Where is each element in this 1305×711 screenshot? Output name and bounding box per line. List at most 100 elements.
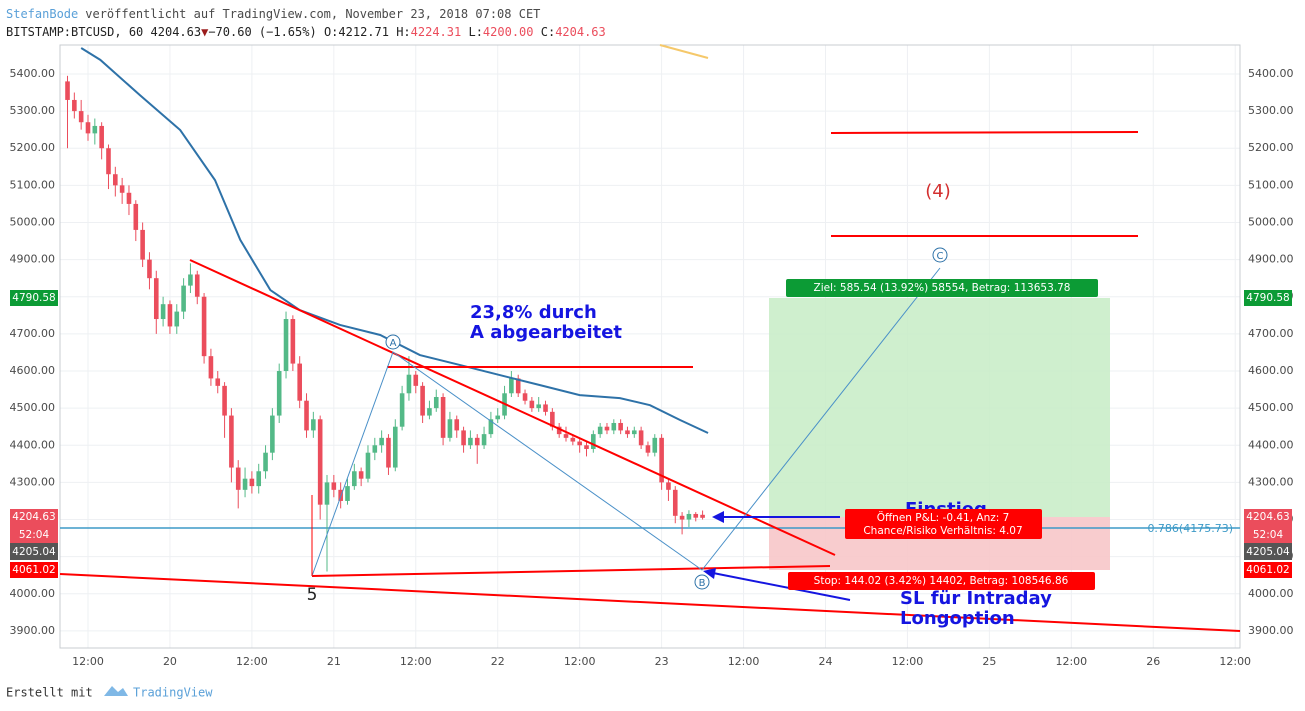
candle-body — [543, 404, 548, 412]
footer-made: Erstellt mit — [6, 686, 93, 700]
marker-box — [1244, 543, 1292, 560]
candle-body — [420, 385, 425, 416]
candle-body — [352, 471, 357, 487]
candle-body — [481, 434, 487, 446]
x-tick-label: 21 — [327, 655, 341, 668]
candle-body — [297, 363, 302, 401]
y-tick-label: 5300.00 — [1248, 104, 1294, 117]
candle-body — [577, 441, 582, 446]
candle-body — [611, 422, 617, 431]
trendlines — [59, 131, 1241, 632]
h: 4224.31 — [411, 25, 462, 39]
y-tick-label: 5100.00 — [1248, 178, 1294, 191]
y-tick-label: 5400.00 — [10, 67, 56, 80]
candle-body — [290, 319, 296, 364]
x-tick-label: 12:00 — [1055, 655, 1087, 668]
y-tick-label: 4400.00 — [1248, 438, 1294, 451]
logo — [104, 686, 128, 696]
candle-body — [522, 393, 528, 401]
candle-body — [365, 452, 371, 479]
h-label: H: — [396, 25, 410, 39]
note: SL für Intraday — [900, 588, 1052, 609]
candle-body — [536, 404, 541, 409]
marker-box — [1244, 526, 1292, 543]
y-tick-label: 3900.00 — [1248, 624, 1294, 637]
l-label: L: — [468, 25, 482, 39]
candle-body — [229, 415, 234, 468]
target-zone — [769, 298, 1110, 517]
candle-body — [249, 478, 255, 487]
marker-box — [1244, 290, 1292, 306]
candle-body — [652, 437, 658, 453]
published: veröffentlicht auf TradingView.com, Nove… — [85, 7, 540, 21]
candle-body — [672, 489, 678, 516]
candle-body — [625, 430, 630, 435]
candle-body — [153, 278, 159, 320]
candle-body — [174, 311, 180, 327]
x-tick-label: 12:00 — [72, 655, 104, 668]
header-line: StefanBode veröffentlicht auf TradingView… — [6, 7, 540, 21]
y-tick-label: 4400.00 — [10, 438, 56, 451]
axes: 3900.003900.004000.004000.004100.004100.… — [10, 67, 1294, 668]
y-tick-label: 4500.00 — [10, 401, 56, 414]
x-tick-label: 20 — [163, 655, 177, 668]
candle-body — [276, 371, 282, 416]
change: −70.60 (−1.65%) — [208, 25, 316, 39]
y-tick-label: 4900.00 — [1248, 253, 1294, 266]
x-tick-label: 24 — [818, 655, 832, 668]
y-tick-label: 4600.00 — [10, 364, 56, 377]
candle-body — [188, 274, 193, 286]
candle-body — [406, 374, 412, 394]
candle-body — [645, 445, 651, 453]
wave-marker — [694, 574, 710, 590]
candle-body — [468, 437, 473, 446]
x-tick-label: 12:00 — [400, 655, 432, 668]
arrow: ▼ — [201, 25, 209, 39]
ma-line-2 — [659, 44, 709, 59]
candle-body — [454, 419, 460, 431]
y-tick-label: 4700.00 — [10, 327, 56, 340]
candle-body — [584, 445, 589, 449]
candle-body — [488, 419, 494, 435]
marker-text: 4790.58 — [1246, 292, 1289, 304]
grid — [60, 45, 1240, 648]
marker-box — [10, 543, 58, 560]
marker-text: 4790.58 — [12, 292, 55, 304]
y-tick-label: 4300.00 — [1248, 475, 1294, 488]
candle-body — [92, 125, 98, 134]
candle-body — [331, 482, 337, 490]
marker-box — [1244, 509, 1292, 526]
marker-box — [10, 290, 58, 306]
y-tick-label: 5000.00 — [10, 215, 56, 228]
candle-body — [556, 426, 562, 435]
candle-body — [591, 434, 596, 449]
arrow-head — [703, 568, 716, 579]
candle-body — [99, 125, 104, 149]
candle-body — [413, 374, 419, 386]
candle-body — [659, 437, 664, 483]
candle-body — [194, 274, 200, 297]
pnl-text: Öffnen P&L: -0.41, Anz: 7 — [877, 511, 1010, 524]
candle-body — [392, 426, 398, 468]
y-tick-label: 4700.00 — [1248, 327, 1294, 340]
candle-body — [372, 445, 378, 453]
marker-box — [10, 562, 58, 578]
x-tick-label: 23 — [655, 655, 669, 668]
last: 4204.63 — [151, 25, 202, 39]
x-tick-label: 12:00 — [1219, 655, 1251, 668]
wave-marker — [932, 247, 948, 263]
y-tick-label: 4900.00 — [10, 253, 56, 266]
candle-body — [440, 396, 446, 438]
candle-body — [399, 393, 405, 427]
axis-markers: 4790.58 4790.58 4204.63 52:04 4205.04 40… — [10, 290, 1292, 578]
arrow — [707, 571, 851, 601]
candle-body — [529, 400, 535, 409]
x-tick-label: 25 — [982, 655, 996, 668]
marker-text: 4205.04 — [12, 546, 56, 558]
trendline — [311, 565, 831, 577]
y-tick-label: 5300.00 — [10, 104, 56, 117]
candle-body — [65, 81, 70, 100]
candle-body — [666, 482, 671, 490]
y-tick-label: 5000.00 — [1248, 215, 1294, 228]
